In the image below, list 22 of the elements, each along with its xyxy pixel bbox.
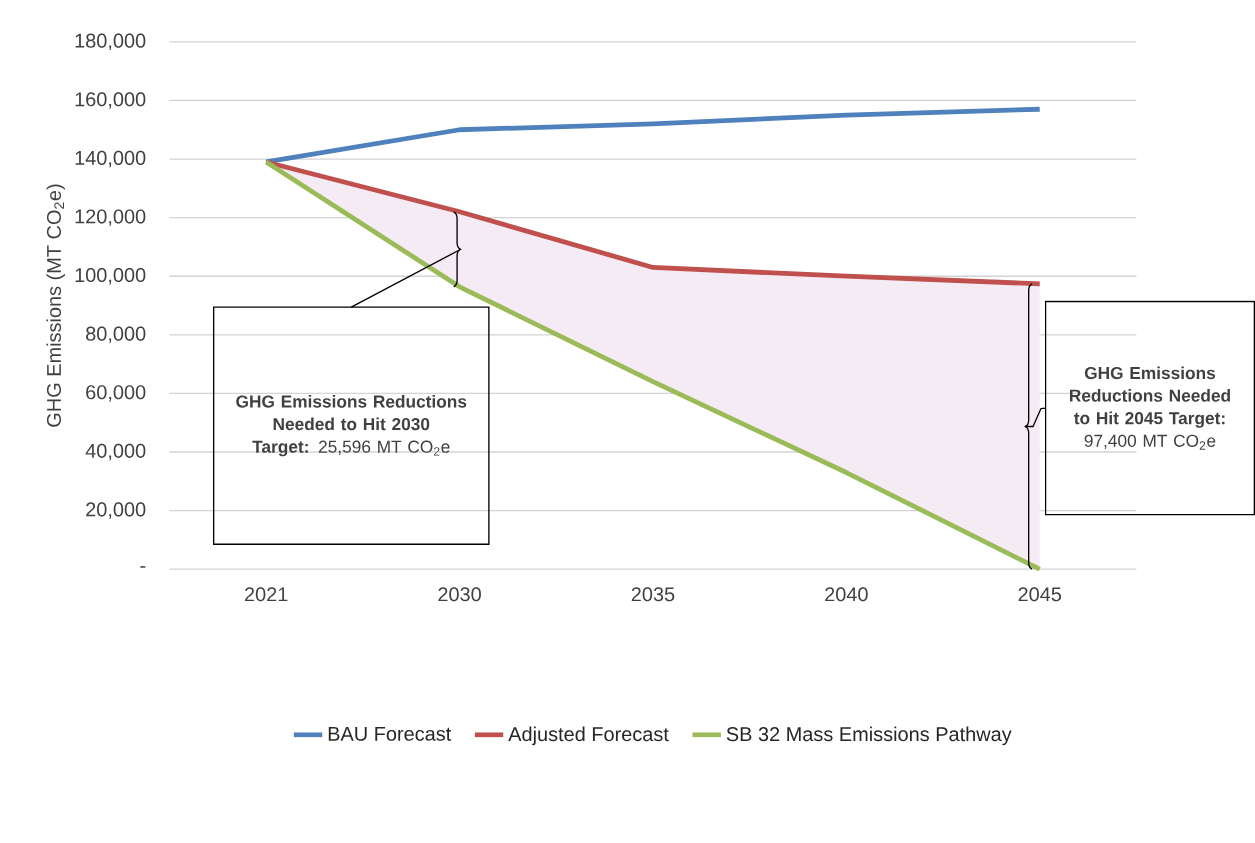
- y-tick-label: 40,000: [85, 443, 146, 461]
- legend-label: SB 32 Mass Emissions Pathway: [726, 726, 1012, 745]
- legend-label: BAU Forecast: [328, 726, 452, 741]
- y-tick-label: 20,000: [86, 502, 146, 519]
- y-tick-label: 160,000: [75, 92, 146, 109]
- y-tick-label: 100,000: [75, 267, 146, 285]
- x-tick-label: 2035: [631, 587, 675, 602]
- y-axis-title: GHG Emissions (MT CO$_{2}$e): [46, 184, 65, 427]
- y-tick-label: 140,000: [75, 150, 146, 168]
- y-tick-label: 80,000: [86, 326, 146, 343]
- x-tick-label: 2021: [244, 587, 288, 602]
- y-tick-label: 180,000: [75, 33, 146, 50]
- x-tick-label: 2040: [825, 587, 868, 602]
- x-tick-label: 2045: [1018, 587, 1062, 602]
- legend-label: Adjusted Forecast: [508, 726, 669, 745]
- annotation: GHG Emissions Reductions Needed to Hit 2030 Target: 25,596 MT CO$_{2}$e: [236, 394, 467, 457]
- y-tick-label: -: [140, 566, 146, 568]
- y-tick-label: 120,000: [75, 209, 146, 226]
- y-tick-label: 60,000: [86, 385, 146, 402]
- line-series: [263, 106, 1043, 165]
- x-tick-label: 2030: [438, 587, 481, 602]
- annotation: GHG Emissions Reductions Needed to Hit 2045 Target: 97,400 MT CO$_{2}$e: [1069, 366, 1230, 450]
